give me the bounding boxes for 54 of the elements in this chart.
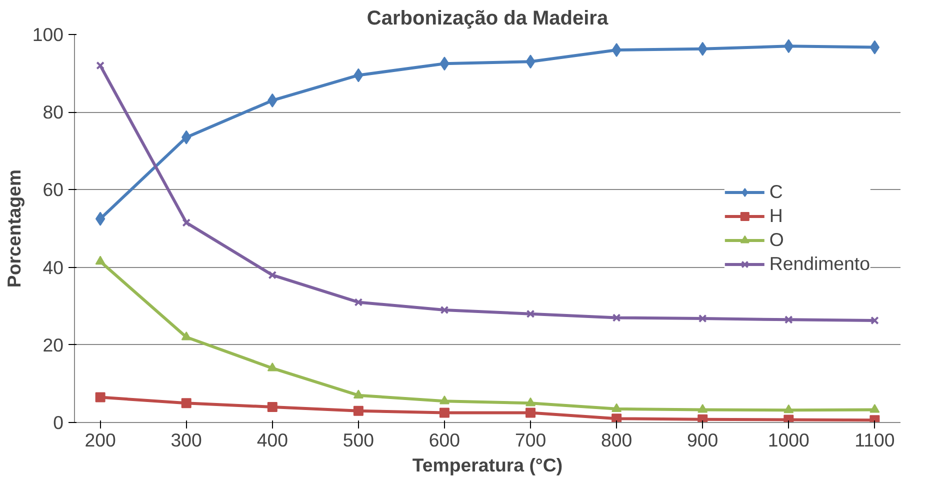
point	[181, 331, 192, 340]
point	[698, 414, 708, 422]
y-tick-label: 0	[53, 412, 64, 433]
point	[440, 306, 449, 314]
point	[612, 314, 621, 322]
point	[96, 61, 104, 70]
point	[353, 406, 364, 416]
point	[526, 397, 536, 406]
point	[526, 408, 536, 418]
point	[95, 212, 106, 226]
x-tick-label: 300	[170, 430, 202, 450]
x-tick-label: 200	[84, 430, 116, 450]
point	[526, 310, 535, 318]
y-tick-label: 20	[42, 334, 64, 356]
x-tick-label: 500	[342, 430, 374, 450]
point	[784, 316, 793, 324]
legend-label: H	[769, 205, 784, 227]
y-axis-title: Porcentagem	[3, 169, 24, 288]
point	[268, 270, 277, 280]
point	[612, 414, 622, 422]
point	[182, 218, 191, 227]
point	[181, 398, 192, 408]
y-tick-label: 60	[42, 179, 64, 200]
point	[698, 404, 708, 413]
point	[95, 392, 106, 402]
point	[267, 362, 278, 372]
x-tick-label: 700	[514, 430, 546, 450]
x-tick-label: 900	[687, 430, 718, 450]
point	[870, 40, 880, 54]
point	[612, 403, 622, 412]
point	[439, 395, 450, 404]
point	[784, 414, 794, 422]
point	[353, 390, 364, 398]
point	[870, 404, 880, 413]
point	[95, 256, 106, 265]
x-tick-label: 400	[256, 430, 288, 450]
x-tick-label: 800	[601, 430, 632, 450]
legend-label: Rendimento	[769, 253, 870, 275]
point	[267, 402, 278, 412]
point	[354, 298, 363, 306]
legend-label: C	[769, 181, 784, 203]
point	[870, 316, 879, 325]
chart-title: Carbonização da Madeira	[366, 8, 609, 30]
y-tick-label: 40	[42, 256, 64, 278]
x-tick-label: 1000	[768, 430, 810, 450]
point	[698, 314, 707, 323]
y-tick-label: 100	[32, 24, 64, 45]
y-tick-label: 80	[42, 102, 64, 123]
x-axis-title: Temperatura (°C)	[412, 454, 563, 476]
legend-label: O	[769, 229, 785, 251]
x-tick-label: 600	[428, 430, 460, 450]
point	[784, 404, 794, 414]
x-tick-label: 1100	[854, 430, 895, 450]
point	[439, 408, 450, 418]
